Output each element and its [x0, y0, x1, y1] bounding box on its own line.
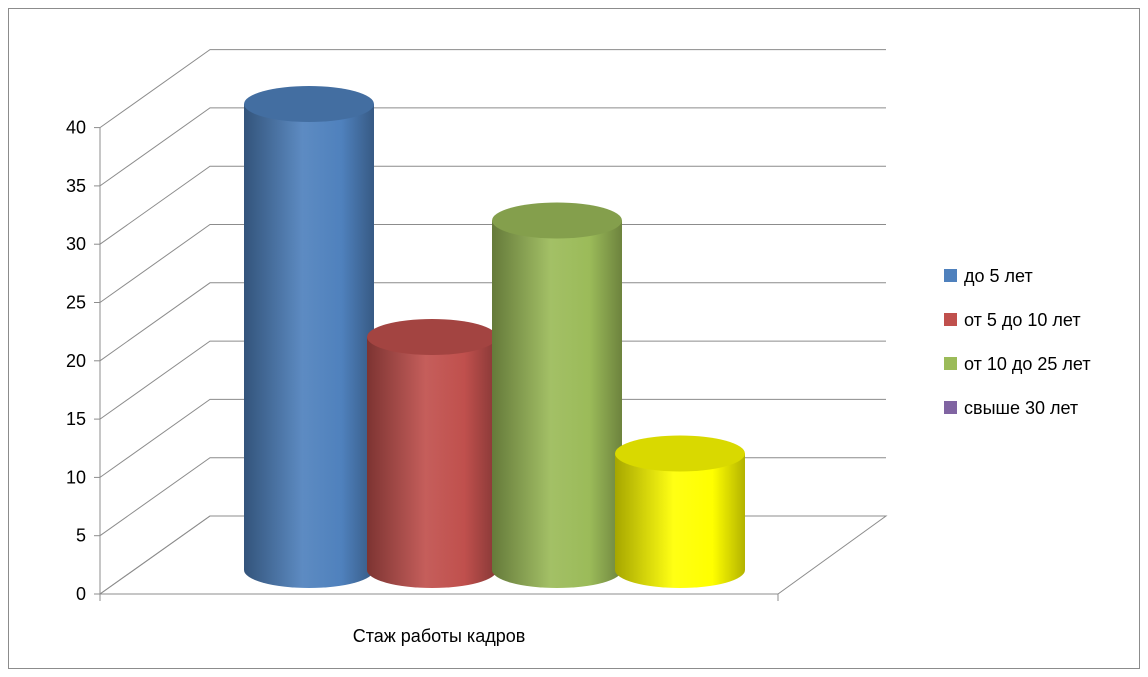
y-tick-label: 10 — [66, 467, 86, 487]
legend-label: от 10 до 25 лет — [964, 354, 1091, 374]
y-tick-label: 20 — [66, 351, 86, 371]
gridline — [99, 165, 886, 245]
bar-top — [492, 202, 622, 239]
x-category-label: Стаж работы кадров — [353, 626, 526, 646]
y-tick-label: 0 — [76, 584, 86, 604]
axes — [94, 127, 779, 601]
y-tick-label: 30 — [66, 234, 86, 254]
bar-top — [615, 435, 745, 472]
gridlines — [99, 49, 886, 595]
bars — [244, 86, 745, 588]
x-category-labels: Стаж работы кадров — [353, 626, 526, 646]
legend-swatch — [944, 357, 957, 370]
bar-4 — [615, 435, 745, 588]
gridline — [99, 49, 886, 129]
bar-top — [244, 86, 374, 122]
bar-body — [244, 104, 374, 588]
legend-item: свыше 30 лет — [944, 398, 1078, 418]
legend-swatch — [944, 269, 957, 282]
bar-body — [492, 220, 622, 588]
y-tick-label: 25 — [66, 293, 86, 313]
legend-swatch — [944, 313, 957, 326]
bar-2 — [367, 319, 497, 588]
gridline — [99, 340, 886, 420]
legend-label: от 5 до 10 лет — [964, 310, 1081, 330]
y-tick-label: 5 — [76, 526, 86, 546]
legend-item: до 5 лет — [944, 266, 1033, 286]
legend: до 5 лет от 5 до 10 лет от 10 до 25 лет свы… — [944, 266, 1091, 418]
gridline — [99, 282, 886, 362]
legend-item: от 5 до 10 лет — [944, 310, 1081, 330]
y-tick-labels: 0 5 10 15 20 25 30 35 40 — [66, 118, 86, 604]
bar-top — [367, 319, 497, 355]
legend-swatch — [944, 401, 957, 414]
y-tick-label: 40 — [66, 118, 86, 138]
gridline — [99, 107, 886, 187]
gridline — [99, 398, 886, 478]
bar-body — [615, 453, 745, 588]
legend-label: до 5 лет — [964, 266, 1033, 286]
legend-label: свыше 30 лет — [964, 398, 1078, 418]
legend-item: от 10 до 25 лет — [944, 354, 1091, 374]
y-tick-label: 35 — [66, 176, 86, 196]
bar-3 — [492, 202, 622, 588]
gridline — [99, 224, 886, 303]
bar-body — [367, 337, 497, 588]
bar-1 — [244, 86, 374, 588]
y-tick-label: 15 — [66, 409, 86, 429]
